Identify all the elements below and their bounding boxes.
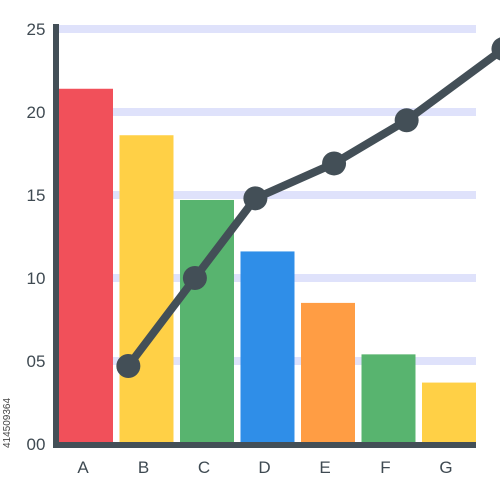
x-tick-label: B (138, 458, 149, 477)
y-tick-label: 05 (27, 352, 46, 371)
x-tick-labels: A B C D E F G (77, 458, 452, 477)
y-tick-label: 00 (27, 435, 46, 454)
x-tick-label: A (77, 458, 89, 477)
x-tick-label: C (198, 458, 210, 477)
x-tick-label: D (258, 458, 270, 477)
bar-G (422, 382, 476, 444)
bar-B (119, 135, 174, 445)
grid-line (56, 25, 476, 33)
stock-id-text: 414509364 (2, 398, 13, 448)
x-tick-label: E (319, 458, 330, 477)
bar-E (301, 302, 355, 444)
y-tick-label: 20 (27, 103, 46, 122)
axes (53, 24, 476, 448)
bar-D (240, 251, 295, 444)
line-point-2 (182, 266, 207, 290)
grid-line (56, 108, 476, 116)
line-point-3 (243, 186, 268, 211)
y-tick-label: 15 (27, 186, 46, 205)
bars (59, 88, 476, 445)
line-path (124, 46, 500, 370)
line-point-1 (116, 353, 141, 378)
bar-F (361, 354, 416, 444)
line-point-5 (394, 108, 419, 133)
x-tick-label: F (380, 458, 390, 477)
x-tick-label: G (439, 458, 452, 477)
y-tick-label: 25 (27, 20, 46, 39)
y-tick-labels: 00 05 10 15 20 25 (27, 20, 46, 454)
cumulative-line-series (116, 37, 500, 378)
y-tick-label: 10 (27, 269, 46, 288)
bar-A (59, 88, 113, 444)
line-point-4 (322, 151, 347, 176)
line-point-6 (491, 37, 500, 61)
